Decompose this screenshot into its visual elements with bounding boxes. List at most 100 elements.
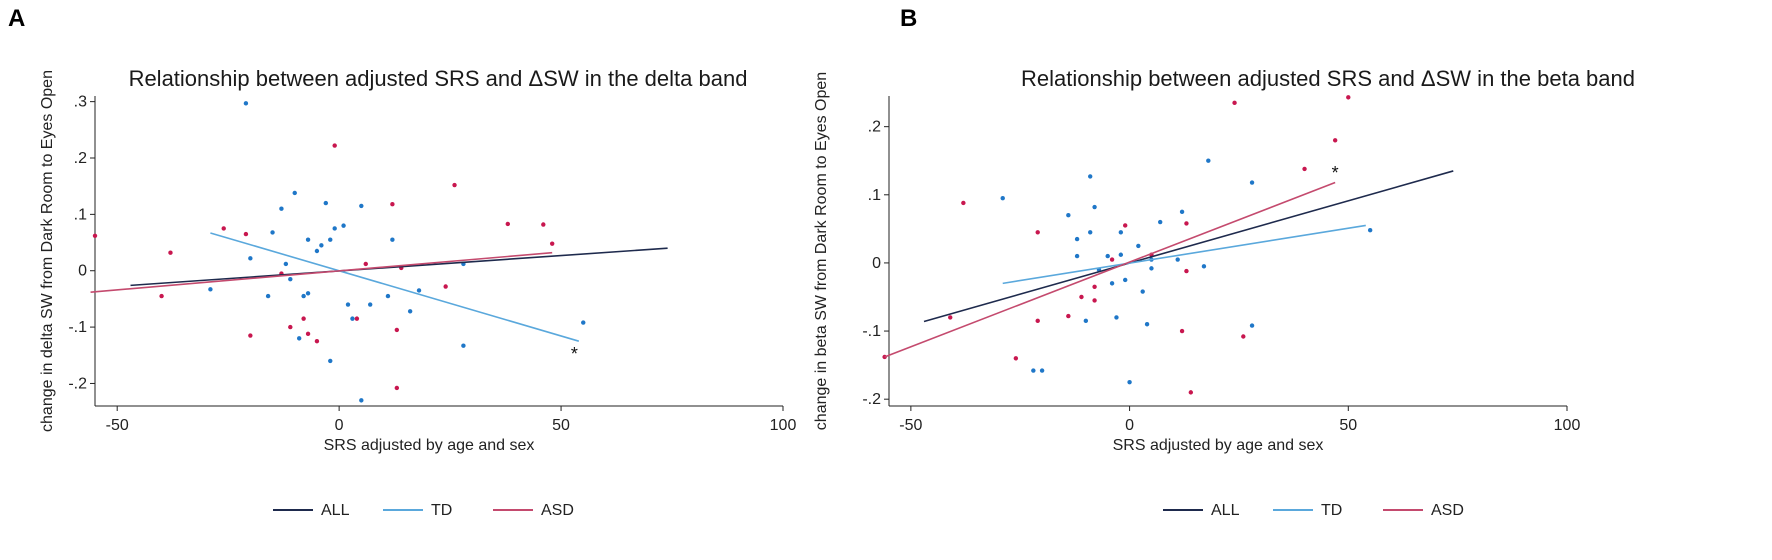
data-point-td — [350, 316, 354, 320]
data-point-td — [386, 294, 390, 298]
significance-marker: * — [571, 344, 578, 364]
data-point-td — [1141, 289, 1145, 293]
fit-line-td — [210, 233, 578, 341]
data-point-asd — [1184, 221, 1188, 225]
data-point-asd — [948, 315, 952, 319]
data-point-td — [1092, 205, 1096, 209]
data-point-td — [306, 238, 310, 242]
data-point-asd — [1346, 95, 1350, 99]
data-point-asd — [1110, 257, 1114, 261]
data-point-td — [1145, 322, 1149, 326]
data-point-td — [1250, 323, 1254, 327]
data-point-td — [1119, 230, 1123, 234]
data-point-td — [306, 291, 310, 295]
chart-title: Relationship between adjusted SRS and ΔS… — [129, 66, 748, 91]
data-point-asd — [355, 316, 359, 320]
data-point-td — [1088, 230, 1092, 234]
fit-line-all — [131, 248, 668, 285]
data-point-td — [368, 302, 372, 306]
data-point-td — [581, 320, 585, 324]
panel-letter: B — [900, 5, 917, 32]
chart-title: Relationship between adjusted SRS and ΔS… — [1021, 66, 1635, 91]
data-point-td — [328, 238, 332, 242]
data-point-td — [1114, 315, 1118, 319]
legend: ALL TD ASD — [273, 502, 574, 519]
legend-label-td: TD — [431, 502, 452, 519]
y-tick-label: -.2 — [862, 391, 881, 408]
legend-label-all: ALL — [321, 502, 350, 519]
data-point-asd — [1189, 390, 1193, 394]
data-point-td — [288, 277, 292, 281]
legend-label-asd: ASD — [1431, 502, 1464, 519]
data-point-td — [1110, 281, 1114, 285]
x-tick-label: 50 — [552, 417, 570, 434]
data-point-asd — [1241, 334, 1245, 338]
data-point-asd — [288, 325, 292, 329]
data-point-asd — [315, 339, 319, 343]
data-point-td — [1127, 380, 1131, 384]
data-point-td — [244, 101, 248, 105]
data-point-asd — [364, 262, 368, 266]
x-tick-label: 100 — [770, 417, 797, 434]
panel-b: B Relationship between adjusted SRS and Δ… — [813, 5, 1635, 519]
data-point-asd — [168, 250, 172, 254]
y-tick-label: -.1 — [862, 323, 881, 340]
data-point-asd — [244, 232, 248, 236]
data-point-td — [359, 398, 363, 402]
panel-letter: A — [8, 5, 25, 32]
data-point-asd — [1180, 329, 1184, 333]
y-axis-label: change in delta SW from Dark Room to Eye… — [39, 70, 56, 432]
y-tick-label: .1 — [74, 206, 87, 223]
data-point-td — [1106, 254, 1110, 258]
figure: A Relationship between adjusted SRS and Δ… — [0, 0, 1772, 560]
data-point-td — [390, 238, 394, 242]
data-point-td — [332, 226, 336, 230]
data-point-asd — [1066, 314, 1070, 318]
data-point-td — [417, 288, 421, 292]
legend-label-td: TD — [1321, 502, 1342, 519]
data-point-asd — [395, 386, 399, 390]
data-point-asd — [159, 294, 163, 298]
data-point-td — [1031, 368, 1035, 372]
series-asd — [882, 95, 1350, 394]
fit-line-td — [1003, 225, 1366, 283]
data-point-td — [1368, 228, 1372, 232]
data-point-asd — [1302, 167, 1306, 171]
data-point-asd — [1092, 285, 1096, 289]
data-point-td — [461, 343, 465, 347]
data-point-asd — [1184, 269, 1188, 273]
data-point-td — [319, 243, 323, 247]
y-tick-label: -.1 — [68, 319, 87, 336]
legend-label-all: ALL — [1211, 502, 1240, 519]
data-point-asd — [1036, 230, 1040, 234]
data-point-asd — [1232, 101, 1236, 105]
data-point-td — [1136, 244, 1140, 248]
data-point-asd — [961, 201, 965, 205]
y-tick-label: .2 — [74, 150, 87, 167]
data-point-asd — [222, 226, 226, 230]
data-point-asd — [1014, 356, 1018, 360]
data-point-asd — [443, 284, 447, 288]
x-tick-label: 0 — [1125, 417, 1134, 434]
data-point-asd — [452, 183, 456, 187]
data-point-td — [315, 249, 319, 253]
significance-marker: * — [1332, 163, 1339, 183]
data-point-asd — [301, 316, 305, 320]
x-tick-label: 50 — [1339, 417, 1357, 434]
data-point-td — [1149, 266, 1153, 270]
y-tick-label: -.2 — [68, 375, 87, 392]
series-td — [208, 101, 585, 402]
data-point-asd — [1079, 295, 1083, 299]
data-point-td — [1123, 278, 1127, 282]
y-tick-label: .1 — [868, 187, 881, 204]
y-tick-label: 0 — [872, 255, 881, 272]
y-tick-label: 0 — [78, 263, 87, 280]
data-point-asd — [248, 333, 252, 337]
data-point-asd — [1333, 138, 1337, 142]
x-tick-label: 0 — [335, 417, 344, 434]
x-axis-label: SRS adjusted by age and sex — [1113, 437, 1324, 454]
data-point-asd — [550, 241, 554, 245]
data-point-td — [208, 287, 212, 291]
x-tick-label: -50 — [106, 417, 129, 434]
x-tick-label: -50 — [899, 417, 922, 434]
